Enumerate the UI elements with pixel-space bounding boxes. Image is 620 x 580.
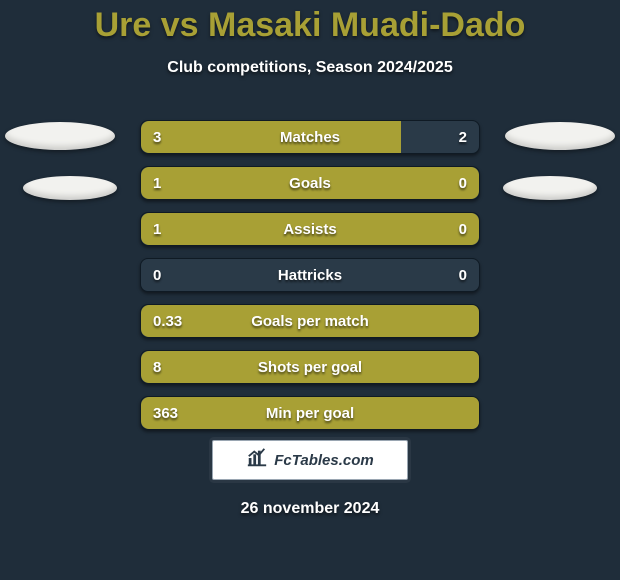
value-right: 2 <box>459 121 467 153</box>
chart-icon <box>246 447 268 474</box>
metric-label: Hattricks <box>141 259 479 291</box>
value-right: 0 <box>459 167 467 199</box>
brand-text: FcTables.com <box>274 452 373 469</box>
player-right-badge-1 <box>505 122 615 150</box>
value-right: 0 <box>459 259 467 291</box>
stat-row: 3Matches2 <box>140 120 480 154</box>
date-label: 26 november 2024 <box>0 500 620 518</box>
metric-label: Assists <box>141 213 479 245</box>
stat-row: 1Assists0 <box>140 212 480 246</box>
comparison-bars: 3Matches21Goals01Assists00Hattricks00.33… <box>140 120 480 442</box>
metric-label: Matches <box>141 121 479 153</box>
player-left-badge-1 <box>5 122 115 150</box>
page-subtitle: Club competitions, Season 2024/2025 <box>0 59 620 77</box>
player-left-badge-2 <box>23 176 117 200</box>
stat-row: 1Goals0 <box>140 166 480 200</box>
value-right: 0 <box>459 213 467 245</box>
stat-row: 8Shots per goal <box>140 350 480 384</box>
metric-label: Shots per goal <box>141 351 479 383</box>
metric-label: Min per goal <box>141 397 479 429</box>
stat-row: 0.33Goals per match <box>140 304 480 338</box>
brand-badge: FcTables.com <box>212 440 408 480</box>
metric-label: Goals per match <box>141 305 479 337</box>
page-title: Ure vs Masaki Muadi-Dado <box>0 0 620 45</box>
stat-row: 363Min per goal <box>140 396 480 430</box>
stat-row: 0Hattricks0 <box>140 258 480 292</box>
player-right-badge-2 <box>503 176 597 200</box>
metric-label: Goals <box>141 167 479 199</box>
